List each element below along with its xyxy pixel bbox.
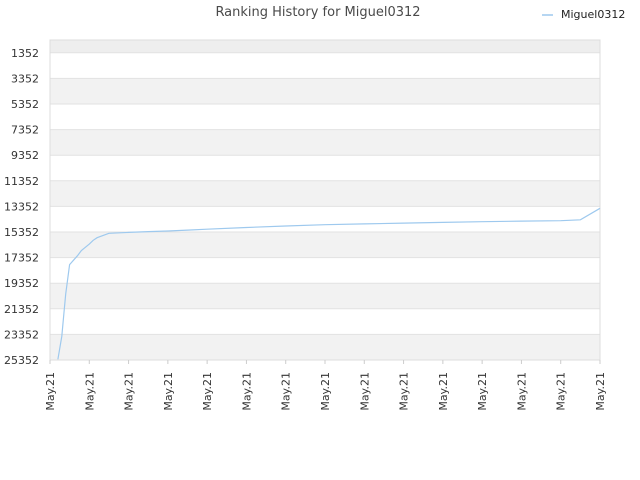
x-tick-label: May.21 [240,372,253,411]
background-band [50,232,600,258]
y-tick-label: 3352 [11,72,39,85]
x-tick-label: May.21 [476,372,489,411]
background-band [50,308,600,335]
y-tick-label: 19352 [4,277,39,290]
x-tick-label: May.21 [280,372,293,411]
background-band [50,52,600,79]
x-tick-label: May.21 [162,372,175,411]
x-tick-label: May.21 [44,372,57,411]
x-tick-label: May.21 [83,372,96,411]
y-tick-label: 9352 [11,149,39,162]
series-layer [57,207,601,360]
y-tick-label: 5352 [11,98,39,111]
y-tick-label: 23352 [4,328,39,341]
background-band [50,257,600,284]
y-tick-label: 25352 [4,354,39,367]
x-tick-label: May.21 [594,372,607,411]
chart-title: Ranking History for Miguel0312 [215,5,420,20]
x-tick-label: May.21 [319,372,332,411]
background-band [50,283,600,309]
y-tick-label: 11352 [4,175,39,188]
background-band [50,78,600,104]
series-line-miguel0312[interactable] [57,207,601,360]
background-band [50,180,600,207]
y-tick-label: 17352 [4,252,39,265]
y-tick-label: 7352 [11,124,39,137]
x-tick-label: May.21 [123,372,136,411]
background-bands [50,40,600,360]
y-tick-label: 21352 [4,303,39,316]
x-tick-label: May.21 [398,372,411,411]
background-band [50,104,600,130]
x-tick-label: May.21 [437,372,450,411]
background-band [50,129,600,156]
x-axis-ticks: May.21 May.21 May.21 May.21 May.21 May.21 May.… [44,360,607,411]
y-tick-label: 13352 [4,200,39,213]
legend[interactable]: Miguel0312 [542,8,625,21]
legend-label-miguel0312: Miguel0312 [561,8,625,21]
x-tick-label: May.21 [555,372,568,411]
background-band [50,334,600,360]
y-tick-label: 15352 [4,226,39,239]
y-axis-ticks: 1352 3352 5352 7352 9352 11352 13352 15352 17352… [4,47,39,367]
x-tick-label: May.21 [515,372,528,411]
background-band [50,40,600,53]
background-band [50,155,600,181]
background-band [50,206,600,232]
y-tick-label: 1352 [11,47,39,60]
x-tick-label: May.21 [201,372,214,411]
x-tick-label: May.21 [358,372,371,411]
